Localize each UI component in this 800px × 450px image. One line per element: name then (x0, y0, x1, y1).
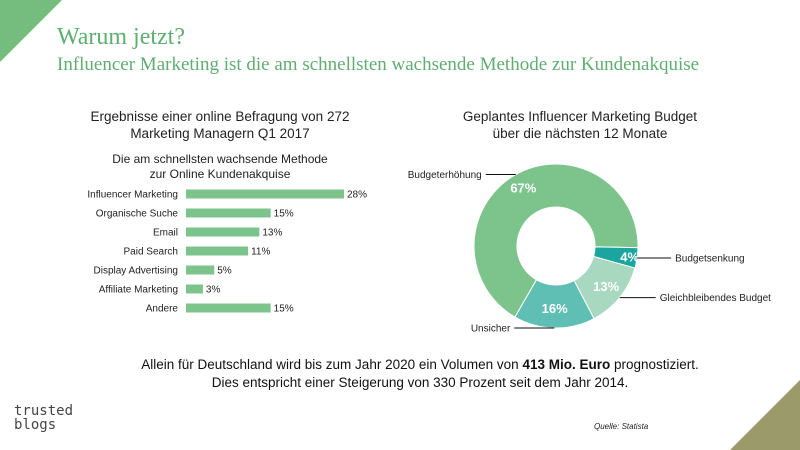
donut-slice-unsicher (514, 279, 595, 329)
bar-chart-title-line1: Ergebnisse einer online Befragung von 27… (90, 109, 350, 124)
donut-percent-label-budgetsenkung: 4% (620, 249, 639, 264)
bar-chart-subtitle: Die am schnellsten wachsende Methode zur… (60, 152, 380, 182)
bar-category-label-email: Email (153, 228, 178, 239)
donut-percent-label-gleichbleibendes-budget: 13% (593, 279, 619, 294)
page-title: Warum jetzt? (57, 24, 186, 50)
corner-decoration-bottom-right (730, 380, 800, 450)
bar-category-label-paid-search: Paid Search (124, 247, 178, 258)
bar-chart-title-line2: Marketing Managern Q1 2017 (130, 126, 310, 141)
bar-category-label-andere: Andere (146, 304, 179, 315)
bar-value-label-email: 13% (262, 228, 282, 239)
donut-percent-label-unsicher: 16% (542, 301, 568, 316)
bar-category-label-organische-suche: Organische Suche (96, 209, 179, 220)
bar-chart-subtitle-line1: Die am schnellsten wachsende Methode (112, 152, 328, 166)
pie-chart-title-line1: Geplantes Influencer Marketing Budget (462, 109, 698, 124)
bar-chart-subtitle-line2: zur Online Kundenakquise (149, 167, 291, 181)
bar-value-label-display-advertising: 5% (217, 266, 232, 277)
donut-category-label-gleichbleibendes-budget: Gleichbleibendes Budget (660, 293, 771, 304)
brand-logo: trusted blogs (14, 404, 73, 432)
summary-line1: Allein für Deutschland wird bis zum Jahr… (80, 356, 760, 374)
summary-line1-suffix: prognostiziert. (610, 357, 699, 372)
bar-value-label-influencer-marketing: 28% (347, 190, 367, 201)
logo-line1: trusted (14, 403, 74, 419)
summary-line1-prefix: Allein für Deutschland wird bis zum Jahr… (141, 357, 523, 372)
logo-line2: blogs (14, 417, 57, 433)
bar-chart-title: Ergebnisse einer online Befragung von 27… (70, 108, 370, 142)
donut-category-label-budgeterh-hung: Budgeterhöhung (408, 170, 482, 181)
bar-influencer-marketing (186, 189, 344, 199)
bar-display-advertising (186, 265, 215, 275)
bar-value-label-organische-suche: 15% (274, 209, 294, 220)
bar-value-label-andere: 15% (274, 304, 294, 315)
bar-paid-search (186, 246, 249, 256)
page-subtitle: Influencer Marketing ist die am schnells… (57, 54, 700, 75)
bar-category-label-affiliate-marketing: Affiliate Marketing (99, 285, 178, 296)
summary-text: Allein für Deutschland wird bis zum Jahr… (80, 356, 760, 392)
bar-affiliate-marketing (186, 284, 203, 294)
bar-value-label-affiliate-marketing: 3% (206, 285, 221, 296)
donut-percent-label-budgeterh-hung: 67% (510, 181, 536, 196)
summary-highlight-value: 413 Mio. Euro (522, 357, 611, 372)
bar-value-label-paid-search: 11% (251, 247, 270, 258)
bar-andere (186, 303, 271, 313)
pie-chart-title: Geplantes Influencer Marketing Budget üb… (430, 108, 730, 142)
donut-category-label-budgetsenkung: Budgetsenkung (675, 253, 745, 264)
bar-organische-suche (186, 208, 271, 218)
pie-chart-title-line2: über die nächsten 12 Monate (492, 126, 668, 141)
donut-slice-budgeterh-hung (473, 163, 639, 318)
source-note: Quelle: Statista (594, 422, 649, 431)
summary-line2: Dies entspricht einer Steigerung von 330… (211, 375, 629, 390)
donut-category-label-unsicher: Unsicher (471, 323, 511, 334)
bar-category-label-display-advertising: Display Advertising (94, 266, 178, 277)
corner-decoration-top-left (0, 0, 62, 62)
bar-category-label-influencer-marketing: Influencer Marketing (87, 190, 178, 201)
bar-email (186, 227, 260, 237)
